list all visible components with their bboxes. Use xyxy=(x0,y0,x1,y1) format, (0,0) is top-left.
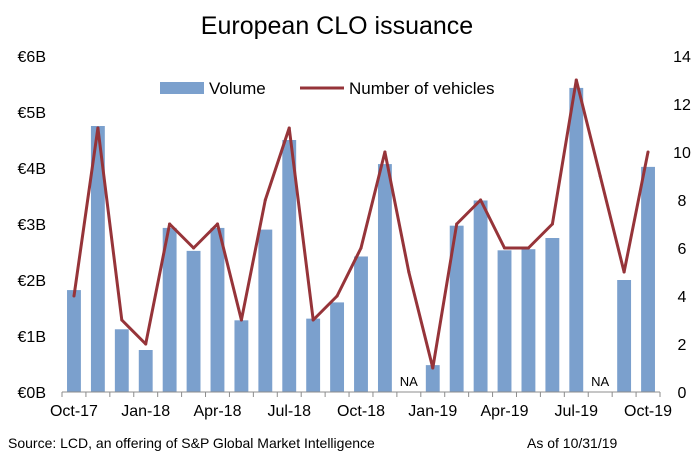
right-y-tick-label: 2 xyxy=(678,337,687,354)
legend-volume-label: Volume xyxy=(209,79,266,98)
volume-bars xyxy=(67,87,655,393)
volume-bar xyxy=(258,229,273,392)
volume-bar xyxy=(67,290,81,392)
left-y-tick-label: €6B xyxy=(18,49,46,66)
volume-bar xyxy=(617,280,632,392)
vehicles-point xyxy=(215,222,219,226)
x-tick-label: Jul-18 xyxy=(267,403,311,420)
volume-bar xyxy=(545,238,560,392)
volume-bar xyxy=(282,140,297,392)
left-y-axis: €0B €1B €2B €3B €4B €5B €6B xyxy=(18,49,46,402)
volume-bar xyxy=(306,318,321,392)
vehicles-point xyxy=(311,318,315,322)
vehicles-point xyxy=(335,294,339,298)
chart-title: European CLO issuance xyxy=(201,12,473,40)
vehicles-point xyxy=(120,318,124,322)
legend-vehicles-label: Number of vehicles xyxy=(349,79,495,98)
volume-bar xyxy=(90,126,105,392)
x-tick-label: Jan-19 xyxy=(408,403,457,420)
volume-bar xyxy=(186,250,201,392)
x-tick-label: Oct-18 xyxy=(337,403,385,420)
vehicles-point xyxy=(96,126,100,130)
left-y-tick-label: €2B xyxy=(18,273,46,290)
right-y-tick-label: 6 xyxy=(678,241,687,258)
na-label: NA xyxy=(591,374,609,389)
volume-bar xyxy=(521,249,536,392)
x-tick-label: Apr-18 xyxy=(193,403,241,420)
vehicles-line xyxy=(72,78,650,370)
left-y-tick-label: €1B xyxy=(18,329,46,346)
source-note: Source: LCD, an offering of S&P Global M… xyxy=(8,435,375,451)
vehicles-point xyxy=(622,270,626,274)
volume-bar xyxy=(330,302,345,392)
right-y-tick-label: 12 xyxy=(673,97,691,114)
volume-bar xyxy=(425,365,440,392)
right-y-tick-label: 14 xyxy=(673,49,691,66)
vehicles-point xyxy=(407,270,411,274)
vehicles-point xyxy=(526,246,530,250)
volume-bar xyxy=(162,227,177,392)
vehicles-point xyxy=(574,78,578,82)
right-y-tick-label: 0 xyxy=(678,385,687,402)
na-label: NA xyxy=(400,374,418,389)
volume-bar xyxy=(354,256,368,392)
right-y-tick-label: 4 xyxy=(678,289,687,306)
x-axis: Oct-17 Jan-18 Apr-18 Jul-18 Oct-18 Jan-19 Apr-… xyxy=(50,392,672,420)
volume-bar xyxy=(569,87,584,393)
vehicles-point xyxy=(263,198,267,202)
vehicles-point xyxy=(503,246,507,250)
volume-bar xyxy=(641,166,655,392)
vehicles-point xyxy=(72,294,76,298)
volume-bar xyxy=(377,164,392,392)
x-tick-label: Jul-19 xyxy=(554,403,598,420)
vehicles-point xyxy=(479,198,483,202)
volume-bar xyxy=(138,350,153,392)
x-tick-label: Apr-19 xyxy=(481,403,529,420)
right-y-tick-label: 8 xyxy=(678,193,687,210)
vehicles-point xyxy=(192,246,196,250)
volume-bar xyxy=(473,200,488,392)
as-of-note: As of 10/31/19 xyxy=(527,435,618,451)
volume-bar xyxy=(497,250,512,392)
volume-bar xyxy=(234,320,249,392)
vehicles-point xyxy=(168,222,172,226)
x-tick-label: Jan-18 xyxy=(121,403,170,420)
legend-volume-swatch xyxy=(160,82,204,94)
volume-bar xyxy=(210,227,225,392)
x-tick-label: Oct-19 xyxy=(624,403,672,420)
vehicles-point xyxy=(550,222,554,226)
vehicles-point xyxy=(455,222,459,226)
vehicles-point xyxy=(287,126,291,130)
volume-bar xyxy=(449,225,464,392)
volume-bar xyxy=(114,329,129,392)
vehicles-point xyxy=(598,174,602,178)
left-y-tick-label: €4B xyxy=(18,161,46,178)
right-y-tick-label: 10 xyxy=(673,145,691,162)
x-tick-label: Oct-17 xyxy=(50,403,98,420)
left-y-tick-label: €0B xyxy=(18,385,46,402)
na-labels: NA NA xyxy=(400,374,610,389)
vehicles-point xyxy=(431,366,435,370)
vehicles-point xyxy=(359,246,363,250)
right-y-axis: 0 2 4 6 8 10 12 14 xyxy=(673,49,691,402)
vehicles-point xyxy=(646,150,650,154)
legend: Volume Number of vehicles xyxy=(160,79,495,98)
left-y-tick-label: €3B xyxy=(18,217,46,234)
left-y-tick-label: €5B xyxy=(18,105,46,122)
vehicles-point xyxy=(383,150,387,154)
vehicles-point xyxy=(239,318,243,322)
vehicles-point xyxy=(144,342,148,346)
